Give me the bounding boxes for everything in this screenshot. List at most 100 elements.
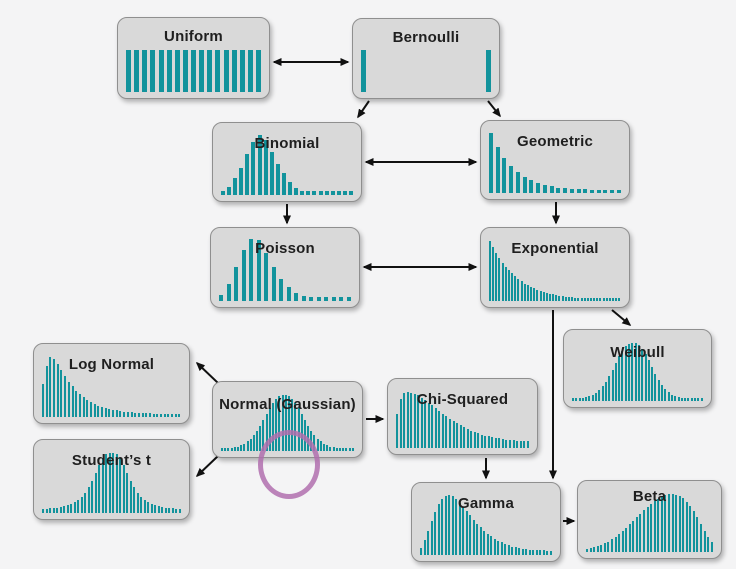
- histogram-bar: [112, 410, 115, 417]
- histogram-bar: [507, 270, 510, 301]
- histogram-bar: [596, 298, 599, 301]
- edge-bernoulli-to-binomial: [357, 100, 370, 119]
- poisson-histogram: [219, 239, 351, 301]
- node-label-geometric: Geometric: [517, 133, 593, 150]
- histogram-bar: [469, 515, 471, 555]
- histogram-bar: [306, 191, 311, 195]
- histogram-bar: [611, 370, 614, 401]
- histogram-bar: [612, 298, 615, 301]
- histogram-bar: [523, 284, 526, 301]
- histogram-bar: [70, 504, 72, 513]
- histogram-bar: [602, 298, 605, 301]
- histogram-bar: [542, 550, 545, 555]
- histogram-bar: [504, 544, 506, 555]
- histogram-bar: [71, 386, 74, 417]
- histogram-bar: [585, 397, 588, 401]
- histogram-bar: [361, 50, 366, 92]
- node-label-weibull: Weibull: [610, 344, 665, 361]
- histogram-bar: [336, 191, 341, 195]
- histogram-bar: [637, 345, 640, 401]
- histogram-bar: [667, 392, 670, 401]
- histogram-bar: [678, 496, 681, 552]
- histogram-bar: [56, 364, 59, 417]
- histogram-bar: [671, 494, 674, 552]
- histogram-bar: [112, 453, 114, 513]
- histogram-bar: [105, 454, 107, 513]
- bernoulli-histogram: [361, 50, 491, 92]
- histogram-bar: [700, 398, 703, 401]
- histogram-bar: [434, 512, 436, 555]
- histogram-bar: [219, 295, 223, 301]
- histogram-bar: [67, 382, 70, 417]
- histogram-bar: [98, 465, 100, 513]
- histogram-bar: [473, 432, 476, 448]
- histogram-bar: [141, 413, 144, 417]
- histogram-bar: [689, 506, 692, 552]
- histogram-bar: [271, 267, 276, 301]
- histogram-bar: [599, 298, 602, 301]
- histogram-bar: [199, 50, 205, 92]
- histogram-bar: [239, 168, 244, 195]
- histogram-bar: [536, 290, 539, 301]
- histogram-bar: [654, 374, 657, 401]
- histogram-bar: [667, 494, 670, 552]
- histogram-bar: [533, 288, 536, 301]
- histogram-bar: [641, 349, 644, 401]
- exponential-histogram: [489, 241, 621, 301]
- histogram-bar: [710, 542, 713, 552]
- histogram-bar: [233, 178, 238, 195]
- histogram-bar: [318, 191, 323, 195]
- histogram-bar: [448, 419, 451, 448]
- histogram-bar: [462, 507, 464, 555]
- histogram-bar: [252, 435, 255, 451]
- histogram-bar: [256, 240, 261, 301]
- node-gamma: Gamma: [411, 482, 561, 562]
- histogram-bar: [59, 507, 62, 513]
- histogram-bar: [455, 499, 457, 555]
- histogram-bar: [575, 398, 578, 401]
- histogram-bar: [256, 431, 259, 451]
- histogram-bar: [502, 158, 507, 193]
- histogram-bar: [288, 182, 293, 195]
- students-t-histogram: [42, 453, 181, 513]
- histogram-bar: [335, 448, 338, 451]
- histogram-bar: [564, 297, 567, 301]
- histogram-bar: [263, 140, 268, 195]
- histogram-bar: [486, 50, 491, 92]
- histogram-bar: [643, 510, 645, 552]
- histogram-bar: [621, 351, 624, 401]
- histogram-bar: [451, 496, 454, 555]
- node-label-exponential: Exponential: [511, 240, 599, 257]
- histogram-bar: [431, 405, 434, 448]
- histogram-bar: [262, 420, 265, 451]
- node-log-normal: Log Normal: [33, 343, 190, 424]
- histogram-bar: [245, 154, 250, 195]
- histogram-bar: [614, 363, 617, 401]
- histogram-bar: [589, 548, 592, 552]
- histogram-bar: [552, 294, 555, 301]
- histogram-bar: [275, 164, 280, 195]
- histogram-bar: [596, 190, 601, 193]
- histogram-bar: [703, 531, 706, 552]
- histogram-bar: [345, 448, 348, 451]
- histogram-bar: [243, 444, 246, 451]
- node-label-students-t: Student’s t: [71, 452, 152, 469]
- histogram-bar: [489, 241, 491, 301]
- edge-normal-to-students-t: [195, 455, 219, 478]
- histogram-bar: [603, 190, 608, 193]
- histogram-bar: [413, 394, 416, 448]
- histogram-bar: [142, 50, 148, 92]
- histogram-bar: [680, 398, 683, 401]
- histogram-bar: [610, 190, 615, 193]
- histogram-bar: [224, 448, 227, 451]
- histogram-bar: [256, 50, 261, 92]
- histogram-bar: [635, 517, 638, 552]
- histogram-bar: [297, 408, 300, 451]
- histogram-bar: [661, 385, 664, 401]
- histogram-bar: [539, 291, 542, 301]
- histogram-bar: [66, 505, 69, 513]
- histogram-bar: [463, 427, 466, 448]
- histogram-bar: [348, 448, 351, 451]
- histogram-bar: [115, 410, 118, 417]
